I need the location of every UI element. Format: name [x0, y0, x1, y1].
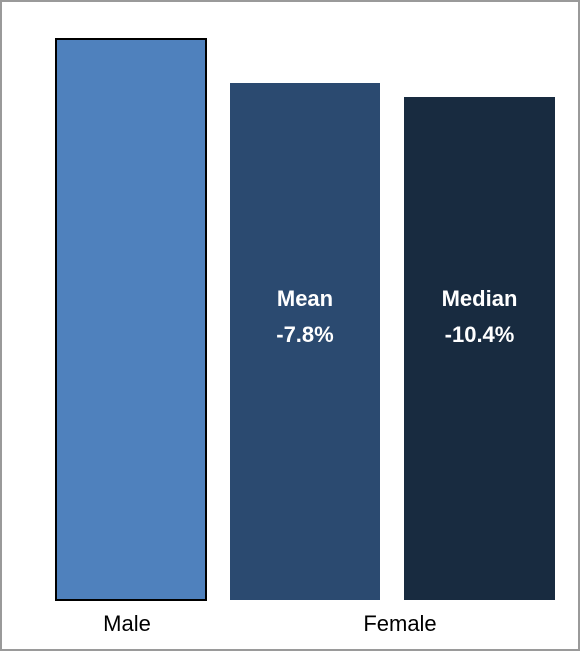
bar-label-median-1: -10.4%	[445, 322, 515, 347]
bar-median	[404, 97, 555, 600]
bar-mean	[230, 83, 380, 600]
bar-label-mean-1: -7.8%	[276, 322, 333, 347]
bar-label-mean-0: Mean	[277, 286, 333, 311]
x-axis-label-female: Female	[363, 611, 436, 636]
labels-layer: Mean -7.8% Median -10.4%	[276, 272, 555, 366]
x-axis-label-male: Male	[103, 611, 151, 636]
bars-layer	[55, 38, 555, 601]
bar-label-median-0: Median	[442, 286, 518, 311]
bar-male	[55, 38, 207, 601]
x-axis-layer: Male Female	[103, 611, 437, 636]
